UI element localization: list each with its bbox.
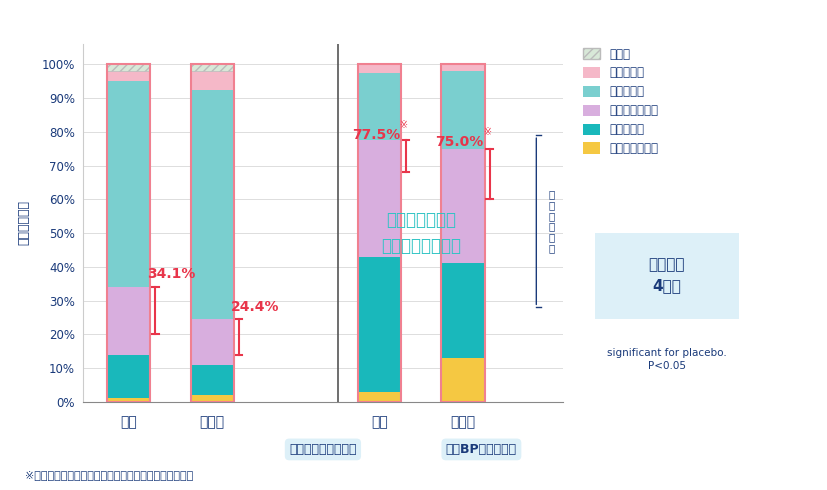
- Bar: [357, 392, 400, 402]
- Text: ※: ※: [399, 120, 407, 130]
- Text: significant for placebo.
P<0.05: significant for placebo. P<0.05: [606, 348, 725, 371]
- Bar: [190, 90, 234, 319]
- Text: 75.0%: 75.0%: [435, 135, 483, 149]
- Text: 宮古ビデンス・
ピローサを飲むと: 宮古ビデンス・ ピローサを飲むと: [380, 211, 461, 255]
- Text: 改
善
率
（
％
）: 改 善 率 （ ％ ）: [548, 189, 554, 253]
- Bar: [357, 64, 400, 73]
- Bar: [441, 264, 484, 358]
- Bar: [357, 140, 400, 257]
- Bar: [107, 64, 151, 402]
- Bar: [441, 71, 484, 148]
- Bar: [107, 71, 151, 81]
- Bar: [190, 71, 234, 90]
- Bar: [357, 257, 400, 392]
- Bar: [190, 365, 234, 395]
- Text: 試験期間
4週間: 試験期間 4週間: [648, 258, 685, 294]
- Bar: [107, 64, 151, 71]
- Bar: [441, 64, 484, 71]
- Y-axis label: 改善率（％）: 改善率（％）: [17, 200, 31, 245]
- Bar: [190, 319, 234, 365]
- Text: ※: ※: [482, 127, 490, 137]
- Bar: [441, 148, 484, 264]
- Text: プラセボ（偽薬）群: プラセボ（偽薬）群: [289, 443, 356, 456]
- Bar: [190, 64, 234, 71]
- Bar: [441, 358, 484, 402]
- Text: 宮古BPエキス末群: 宮古BPエキス末群: [445, 443, 516, 456]
- Bar: [190, 64, 234, 402]
- Text: 24.4%: 24.4%: [231, 300, 279, 314]
- Bar: [441, 64, 484, 402]
- Bar: [357, 73, 400, 140]
- Text: 34.1%: 34.1%: [147, 267, 195, 281]
- Text: ※症例報告、使用経験、体験談には個人差があります。: ※症例報告、使用経験、体験談には個人差があります。: [25, 470, 193, 480]
- Bar: [107, 81, 151, 287]
- Bar: [107, 287, 151, 355]
- Bar: [190, 395, 234, 402]
- Bar: [357, 64, 400, 402]
- Legend: その他, 悪くなった, 変わらない, 少し良くなった, 良くなった, 大変よくなった: その他, 悪くなった, 変わらない, 少し良くなった, 良くなった, 大変よくな…: [578, 43, 662, 160]
- Bar: [107, 355, 151, 398]
- Text: 77.5%: 77.5%: [351, 128, 399, 142]
- Bar: [107, 398, 151, 402]
